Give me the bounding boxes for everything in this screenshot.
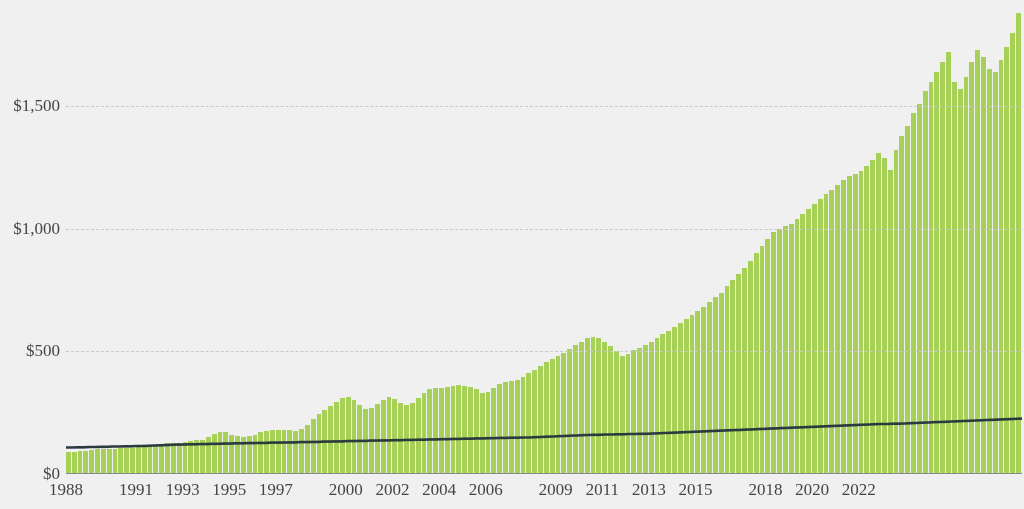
y-axis-label: $1,000	[13, 219, 60, 239]
x-axis-label: 1991	[119, 480, 153, 500]
x-axis-label: 2002	[375, 480, 409, 500]
x-axis-label: 1988	[49, 480, 83, 500]
chart-container: $0$500$1,000$1,5001988199119931995199720…	[0, 0, 1024, 509]
y-axis-label: $500	[26, 341, 60, 361]
x-axis-baseline	[66, 473, 1022, 474]
gridline	[66, 229, 1022, 230]
x-axis-label: 2009	[539, 480, 573, 500]
x-axis-label: 2000	[329, 480, 363, 500]
x-axis-label: 2015	[679, 480, 713, 500]
line-series	[66, 8, 1022, 474]
x-axis-label: 2013	[632, 480, 666, 500]
x-axis-label: 2020	[795, 480, 829, 500]
x-axis-label: 2018	[749, 480, 783, 500]
x-axis-label: 1997	[259, 480, 293, 500]
x-axis-label: 1993	[166, 480, 200, 500]
gridline	[66, 351, 1022, 352]
x-axis-label: 2004	[422, 480, 456, 500]
x-axis-label: 1995	[212, 480, 246, 500]
x-axis-label: 2022	[842, 480, 876, 500]
x-axis-label: 2011	[586, 480, 619, 500]
y-axis-label: $1,500	[13, 96, 60, 116]
plot-area: $0$500$1,000$1,5001988199119931995199720…	[66, 8, 1022, 474]
gridline	[66, 106, 1022, 107]
x-axis-label: 2006	[469, 480, 503, 500]
line-path	[66, 419, 1022, 448]
